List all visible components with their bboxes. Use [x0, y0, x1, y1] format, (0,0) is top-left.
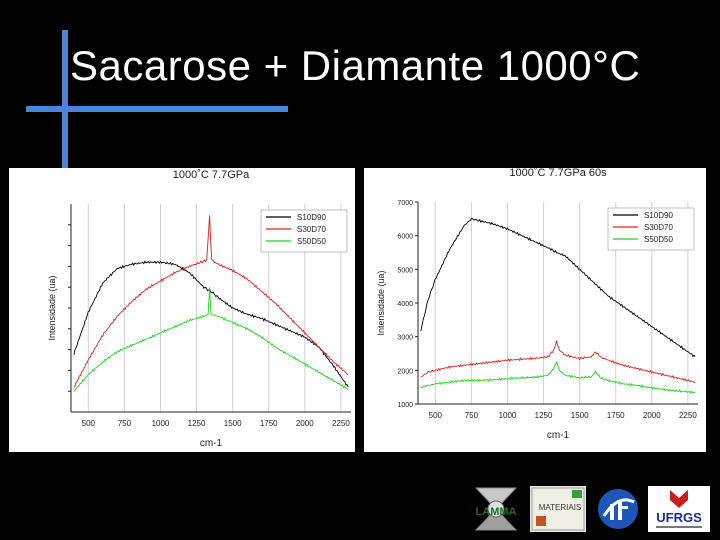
x-tick-label: 500: [82, 419, 96, 428]
x-tick-label: 1250: [188, 419, 206, 428]
x-tick-label: 2000: [296, 419, 314, 428]
x-tick-label: 2000: [643, 411, 661, 420]
materiais-logo-text: MATERIAIS: [539, 503, 582, 512]
x-tick-label: 1500: [571, 411, 589, 420]
series-line-S10D90: [420, 218, 696, 358]
accent-bar-vertical: [62, 30, 68, 170]
ufrgs-logo-text: UFRGS: [656, 510, 702, 525]
x-tick-label: 1000: [152, 419, 170, 428]
x-axis-label: cm-1: [200, 438, 223, 449]
x-tick-label: 1750: [260, 419, 278, 428]
x-tick-label: 1500: [224, 419, 242, 428]
legend-label: S10D90: [644, 211, 673, 220]
chart-panel-left: 1000˚C 7.7GPa 500 750 1000 1250 1500 1750 2000 2…: [9, 168, 355, 452]
x-tick-label: 1000: [499, 411, 517, 420]
y-tick-label: 3000: [397, 335, 413, 342]
chart-title: 1000˚C 7.7GPa: [173, 169, 250, 181]
legend-label: S30D70: [297, 225, 326, 234]
x-tick-label: 2250: [332, 419, 350, 428]
lamma-logo: LAMMA: [474, 487, 518, 531]
y-axis-label: Intensidade (ua): [376, 270, 386, 335]
legend-label: S50D50: [297, 237, 326, 246]
materiais-logo: MATERIAIS: [530, 486, 586, 532]
lamma-logo-text: LAMMA: [476, 506, 517, 518]
logo-strip: LAMMA MATERIAIS UFRGS: [0, 486, 720, 540]
series-line-S50D50: [73, 287, 349, 392]
accent-bar-horizontal: [26, 106, 288, 112]
legend-label: S50D50: [644, 235, 673, 244]
series-line-S30D70: [420, 340, 696, 384]
legend-label: S10D90: [297, 213, 326, 222]
series-line-S10D90: [73, 260, 349, 388]
y-tick-label: 5000: [397, 267, 413, 274]
series-line-S30D70: [73, 215, 349, 388]
x-tick-label: 2250: [679, 411, 697, 420]
chart-title: 1000˚C 7.7GPa 60s: [509, 168, 607, 179]
y-tick-label: 4000: [397, 301, 413, 308]
x-axis-label: cm-1: [547, 430, 570, 441]
raman-chart-right: 1000˚C 7.7GPa 60s 500 750 1000 1250 1500 1750 2…: [376, 168, 698, 441]
y-tick-label: 6000: [397, 234, 413, 241]
y-tick-label: 1000: [397, 402, 413, 409]
y-tick-label: 2000: [397, 368, 413, 375]
x-tick-label: 1750: [607, 411, 625, 420]
y-tick-label: 7000: [397, 200, 413, 207]
raman-chart-left: 1000˚C 7.7GPa 500 750 1000 1250 1500 1750 2000 2…: [47, 169, 351, 449]
x-tick-label: 1250: [535, 411, 553, 420]
slide-title: Sacarose + Diamante 1000°C: [70, 42, 641, 89]
x-tick-label: 750: [465, 411, 479, 420]
series-line-S50D50: [420, 360, 696, 395]
x-tick-label: 500: [429, 411, 443, 420]
x-tick-label: 750: [118, 419, 132, 428]
y-axis-label: Intensidade (ua): [47, 275, 57, 340]
chart-panel-right: 1000˚C 7.7GPa 60s 500 750 1000 1250 1500 1750 2…: [364, 168, 706, 452]
ufrgs-logo: UFRGS: [648, 486, 710, 532]
if-logo: [598, 489, 638, 529]
legend-label: S30D70: [644, 223, 673, 232]
